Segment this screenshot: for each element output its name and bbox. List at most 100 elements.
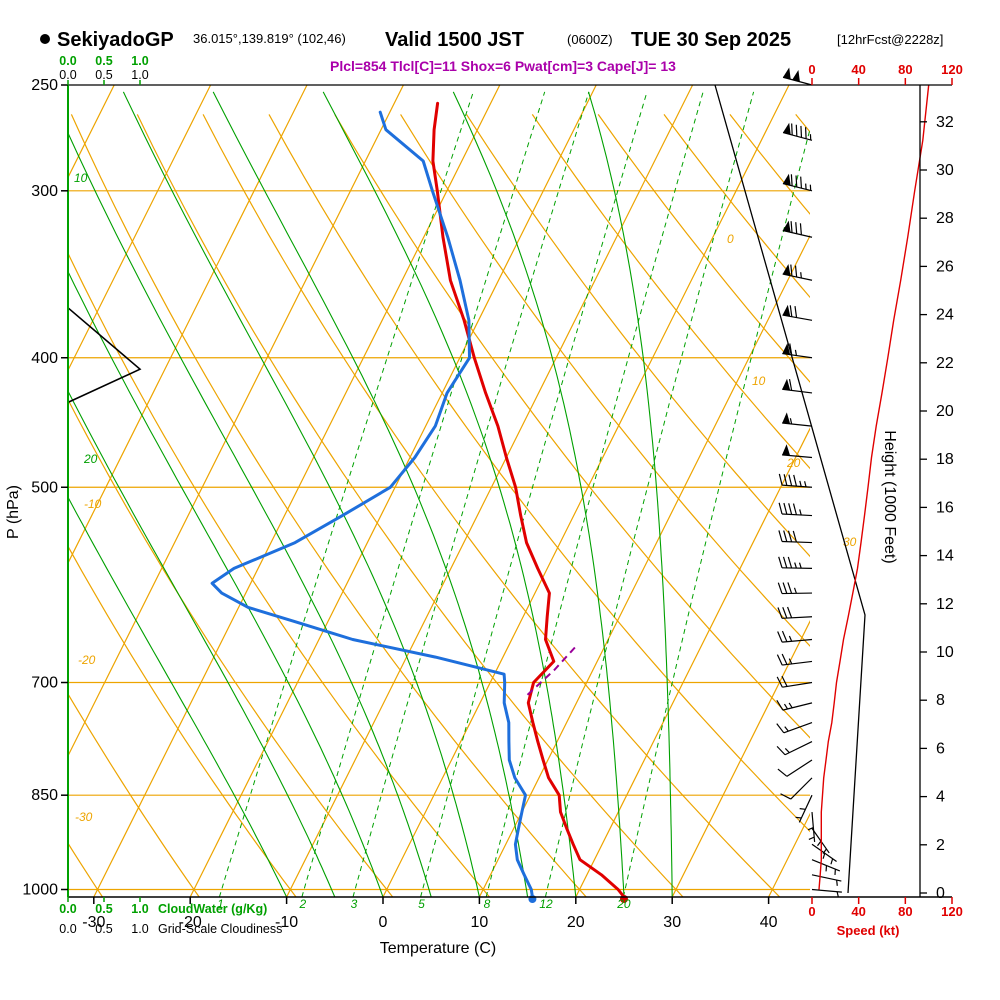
cloudiness-scale-label-top: 0.0 bbox=[59, 68, 76, 82]
barb-staff bbox=[781, 567, 813, 569]
moist-adiabat-line bbox=[68, 496, 288, 897]
barb-full bbox=[776, 676, 783, 688]
wind-barb bbox=[782, 412, 813, 427]
barb-full bbox=[800, 125, 803, 138]
cloudiness-scale-label-bottom: 0.0 bbox=[59, 922, 76, 936]
mixing-ratio-line bbox=[301, 91, 546, 897]
barb-full bbox=[778, 473, 783, 486]
height-tick-label: 6 bbox=[936, 740, 945, 757]
mixing-ratio-label: 1 bbox=[217, 897, 224, 911]
wind-barbs bbox=[776, 67, 842, 898]
temperature-tick-label: -30 bbox=[82, 914, 105, 931]
pressure-tick-label: 500 bbox=[31, 479, 58, 496]
barb-full bbox=[782, 556, 788, 569]
barb-full bbox=[789, 305, 793, 317]
barb-staff bbox=[811, 859, 841, 872]
mixing-ratio-line bbox=[352, 91, 590, 897]
barb-pennant bbox=[782, 220, 791, 233]
barb-full bbox=[790, 221, 793, 233]
height-tick-label: 30 bbox=[936, 162, 954, 179]
dry-adiabat-line bbox=[597, 114, 810, 383]
cloudwater-scale-label-bottom: 1.0 bbox=[131, 902, 148, 916]
wind-barb bbox=[782, 122, 813, 141]
barb-staff bbox=[786, 759, 813, 777]
barb-pennant bbox=[782, 343, 791, 355]
speed-tick-label-bottom: 80 bbox=[898, 904, 912, 919]
isotherm-line bbox=[68, 85, 404, 758]
wind-barb bbox=[782, 444, 813, 459]
barb-pennant bbox=[782, 378, 791, 391]
barb-full bbox=[781, 630, 788, 642]
dry-adiabat-line bbox=[68, 545, 297, 897]
wind-barb bbox=[807, 811, 816, 842]
wind-barb bbox=[811, 843, 837, 865]
mixing-ratio-label: 20 bbox=[616, 897, 631, 911]
barb-full bbox=[786, 606, 793, 619]
wind-barb bbox=[778, 502, 813, 517]
grid-clipped bbox=[68, 85, 810, 897]
grid-line-label: -30 bbox=[75, 810, 93, 824]
speed-tick-label-top: 80 bbox=[898, 62, 912, 77]
barb-staff bbox=[782, 484, 813, 488]
mixing-ratio-label: 5 bbox=[418, 897, 425, 911]
barb-full bbox=[777, 768, 788, 777]
height-tick-label: 22 bbox=[936, 355, 954, 372]
barb-full bbox=[794, 306, 798, 318]
cloudwater-scale-label-bottom: 0.0 bbox=[59, 902, 76, 916]
height-tick-label: 8 bbox=[936, 692, 945, 709]
barb-full bbox=[782, 607, 788, 619]
wind-barb bbox=[778, 530, 813, 544]
cloudiness-profile bbox=[67, 307, 142, 404]
mixing-ratio-line bbox=[420, 91, 648, 897]
parcel-path-curve bbox=[526, 645, 577, 696]
temperature-curve bbox=[431, 101, 626, 899]
barb-pennant bbox=[782, 173, 791, 186]
grid-line-label: 30 bbox=[843, 535, 857, 549]
cloudiness-axis-label: Grid-Scale Cloudiness bbox=[158, 922, 282, 936]
barb-half bbox=[799, 480, 802, 487]
barb-full bbox=[787, 582, 793, 594]
wind-barb bbox=[782, 304, 813, 321]
barb-staff bbox=[782, 616, 813, 619]
barb-full bbox=[787, 530, 793, 543]
barb-staff bbox=[782, 273, 813, 281]
barb-full bbox=[777, 607, 783, 619]
barb-full bbox=[792, 530, 797, 543]
moist-adiabat-line bbox=[452, 91, 625, 897]
barb-half bbox=[793, 587, 797, 594]
speed-tick-label-top: 40 bbox=[851, 62, 865, 77]
grid-line-label: 20 bbox=[786, 456, 801, 470]
wind-barb bbox=[811, 874, 842, 886]
height-tick-label: 28 bbox=[936, 210, 954, 227]
wind-barb bbox=[777, 606, 813, 619]
barb-pennant bbox=[783, 67, 791, 80]
barb-full bbox=[776, 745, 786, 756]
speed-axis-label: Speed (kt) bbox=[837, 923, 900, 938]
temperature-tick-label: 20 bbox=[567, 914, 585, 931]
barb-staff bbox=[782, 513, 813, 517]
height-tick-label: 20 bbox=[936, 403, 954, 420]
barb-full bbox=[794, 265, 798, 278]
barb-staff bbox=[782, 681, 813, 688]
barb-full bbox=[795, 124, 798, 137]
barb-staff bbox=[811, 843, 837, 862]
cloudwater-axis-label: CloudWater (g/Kg) bbox=[158, 902, 267, 916]
cloudwater-scale-label-top: 0.0 bbox=[59, 54, 76, 68]
isotherm-line bbox=[93, 85, 501, 897]
height-tick-label: 16 bbox=[936, 499, 954, 516]
wind-barb bbox=[782, 67, 813, 86]
moist-adiabat-line bbox=[68, 131, 432, 897]
isotherm-line bbox=[286, 85, 694, 897]
barb-half bbox=[799, 509, 802, 516]
barb-half bbox=[799, 808, 806, 810]
cloudiness-scale-label-bottom: 0.5 bbox=[95, 922, 112, 936]
header: SekiyadoGP 36.015°,139.819° (102,46) Val… bbox=[40, 29, 943, 74]
barb-staff bbox=[811, 811, 816, 842]
barb-staff bbox=[782, 702, 813, 711]
dry-adiabat-line bbox=[400, 114, 810, 647]
barb-half bbox=[783, 703, 789, 710]
barb-full bbox=[795, 222, 798, 234]
grid-line-label: 10 bbox=[74, 171, 88, 185]
moist-adiabat-line bbox=[322, 91, 577, 897]
isotherm-line bbox=[68, 85, 212, 372]
